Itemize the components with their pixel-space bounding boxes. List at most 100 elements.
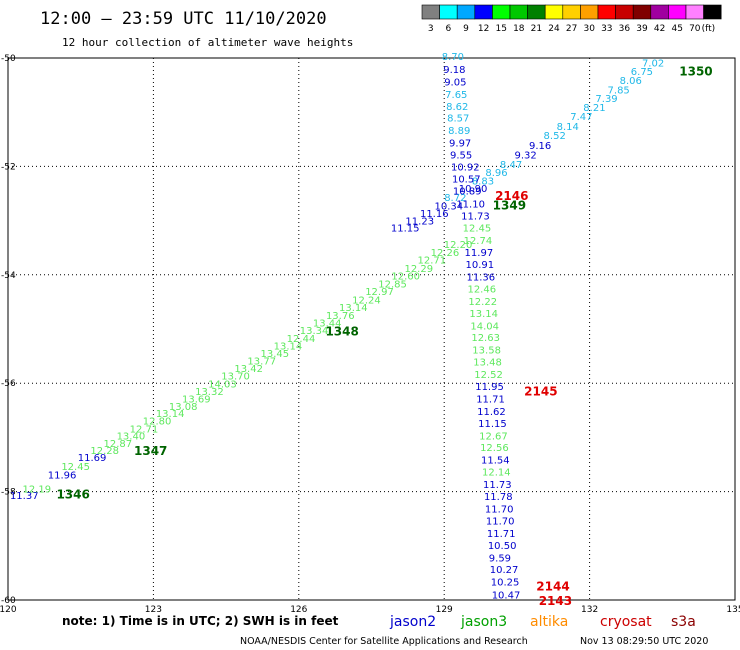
swh-value-jason2-ascending: 9.16 xyxy=(529,141,551,152)
swh-value-jason3: 12.19 xyxy=(23,484,52,495)
swh-value-jason2-ascending: 8.83 xyxy=(472,177,494,188)
swh-value-jason3: 12.71 xyxy=(418,256,447,267)
swh-value-jason3: 13.44 xyxy=(313,319,342,330)
legend-swatch-15 xyxy=(685,4,704,20)
swh-value-cryosat: 11.78 xyxy=(484,492,513,503)
swh-value-cryosat: 10.91 xyxy=(466,260,495,271)
swh-value-jason3: 11.69 xyxy=(78,453,107,464)
legend-swatch-3 xyxy=(474,4,493,20)
legend-label-3: 12 xyxy=(478,24,489,34)
legend-label-8: 27 xyxy=(566,24,577,34)
swh-value-cryosat: 12.45 xyxy=(463,224,492,235)
x-tick-label: 129 xyxy=(436,605,453,615)
swh-value-cryosat: 13.58 xyxy=(472,346,501,357)
legend-swatch-0 xyxy=(421,4,440,20)
swh-value-cryosat: 12.14 xyxy=(482,468,511,479)
swh-value-jason2-ascending: 8.14 xyxy=(557,122,579,133)
swh-value-jason3: 12.45 xyxy=(61,462,90,473)
swh-value-cryosat: 11.15 xyxy=(478,419,507,430)
legend-label-7: 24 xyxy=(548,24,560,34)
pass-label-2146: 2146 xyxy=(495,189,528,203)
swh-value-jason2-ascending: 8.52 xyxy=(544,131,566,142)
legend-swatch-8 xyxy=(562,4,581,20)
swh-value-cryosat: 10.89 xyxy=(453,186,482,197)
legend-label-5: 18 xyxy=(513,24,525,34)
pass-label-2145: 2145 xyxy=(524,384,557,398)
swh-value-cryosat: 12.52 xyxy=(474,370,503,381)
swh-value-cryosat: 8.57 xyxy=(447,114,469,125)
pass-label-1347: 1347 xyxy=(134,444,167,458)
swh-value-cryosat: 10.25 xyxy=(491,578,520,589)
swh-value-jason3: 13.69 xyxy=(182,394,211,405)
swh-value-jason3: 12.85 xyxy=(378,280,407,291)
swh-value-jason2-ascending: 8.21 xyxy=(583,103,605,114)
legend-label-4: 15 xyxy=(495,24,506,34)
swh-value-jason3: 12.28 xyxy=(90,446,119,457)
legend-label-6: 21 xyxy=(531,24,542,34)
legend-label-14: 45 xyxy=(671,24,682,34)
pass-label-2144: 2144 xyxy=(536,579,569,593)
swh-value-jason2-ascending: 8.96 xyxy=(485,168,507,179)
swh-value-jason2-ascending: 11.15 xyxy=(391,224,420,235)
legend-swatch-5 xyxy=(509,4,528,20)
swh-value-cryosat: 12.67 xyxy=(479,431,508,442)
legend-label-0: 3 xyxy=(428,24,434,34)
swh-value-jason2-ascending: 11.23 xyxy=(405,217,434,228)
legend-swatch-1 xyxy=(439,4,458,20)
y-tick-label: -58 xyxy=(1,488,16,498)
swh-value-jason2-ascending: 8.72 xyxy=(444,193,466,204)
swh-value-jason3: 13.32 xyxy=(195,387,224,398)
legend-swatch-10 xyxy=(597,4,616,20)
swh-value-jason2-ascending: 7.02 xyxy=(642,58,664,69)
x-tick-label: 126 xyxy=(290,605,307,615)
legend-swatch-4 xyxy=(492,4,511,20)
swh-value-cryosat: 10.50 xyxy=(488,541,517,552)
swh-value-jason3: 12.26 xyxy=(431,248,460,259)
swh-value-jason3: 12.20 xyxy=(444,240,473,251)
swh-value-jason3: 12.80 xyxy=(143,417,172,428)
swh-value-cryosat: 7.65 xyxy=(445,90,467,101)
swh-value-cryosat: 12.46 xyxy=(467,284,496,295)
legend-swatch-13 xyxy=(650,4,669,20)
y-tick-label: -54 xyxy=(1,271,16,281)
swh-value-cryosat: 11.54 xyxy=(481,456,510,467)
swh-value-jason2-ascending: 10.90 xyxy=(459,184,488,195)
pass-label-1349: 1349 xyxy=(493,198,526,212)
swh-value-jason2-ascending: 11.16 xyxy=(420,209,449,220)
swh-value-cryosat: 11.97 xyxy=(465,248,494,259)
swh-value-cryosat: 14.04 xyxy=(470,321,499,332)
swh-value-jason3: 11.37 xyxy=(10,491,39,502)
swh-value-cryosat: 13.48 xyxy=(473,358,502,369)
swh-value-jason3: 13.77 xyxy=(247,357,276,368)
swh-points: 11.3712.1911.9612.4511.6912.2812.8713.40… xyxy=(10,52,664,602)
swh-value-cryosat: 9.05 xyxy=(444,77,466,88)
swh-value-jason3: 12.71 xyxy=(130,424,159,435)
swh-value-jason3: 12.44 xyxy=(287,334,316,345)
footer-note: note: 1) Time is in UTC; 2) SWH is in fe… xyxy=(62,614,339,628)
satellite-legend: jason2 jason3 altika cryosat s3a xyxy=(389,614,696,630)
swh-value-cryosat: 9.18 xyxy=(443,65,465,76)
legend-label-9: 30 xyxy=(583,24,595,34)
swh-value-cryosat: 9.97 xyxy=(449,139,471,150)
legend-label-1: 6 xyxy=(446,24,452,34)
swh-value-jason3: 13.14 xyxy=(274,341,303,352)
swh-value-cryosat: 11.70 xyxy=(485,504,514,515)
legend-swatch-14 xyxy=(668,4,687,20)
plot-frame xyxy=(7,57,736,601)
footer-timestamp: Nov 13 08:29:50 UTC 2020 xyxy=(580,636,708,647)
swh-value-jason3: 13.14 xyxy=(156,409,185,420)
swh-value-jason2-ascending: 7.47 xyxy=(570,112,592,123)
swh-value-jason3: 12.97 xyxy=(365,287,394,298)
satellite-altika: altika xyxy=(530,614,568,630)
swh-value-cryosat: 11.73 xyxy=(483,480,512,491)
swh-value-cryosat: 11.71 xyxy=(487,529,516,540)
swh-value-jason3: 12.29 xyxy=(404,264,433,275)
legend-label-15: 70 xyxy=(689,24,701,34)
swh-value-cryosat: 11.71 xyxy=(476,394,505,405)
swh-value-jason3: 13.08 xyxy=(169,402,198,413)
y-tick-label: -56 xyxy=(1,379,16,389)
x-tick-label: 132 xyxy=(581,605,598,615)
satellite-cryosat: cryosat xyxy=(600,614,652,630)
legend-swatch-16 xyxy=(703,4,722,20)
